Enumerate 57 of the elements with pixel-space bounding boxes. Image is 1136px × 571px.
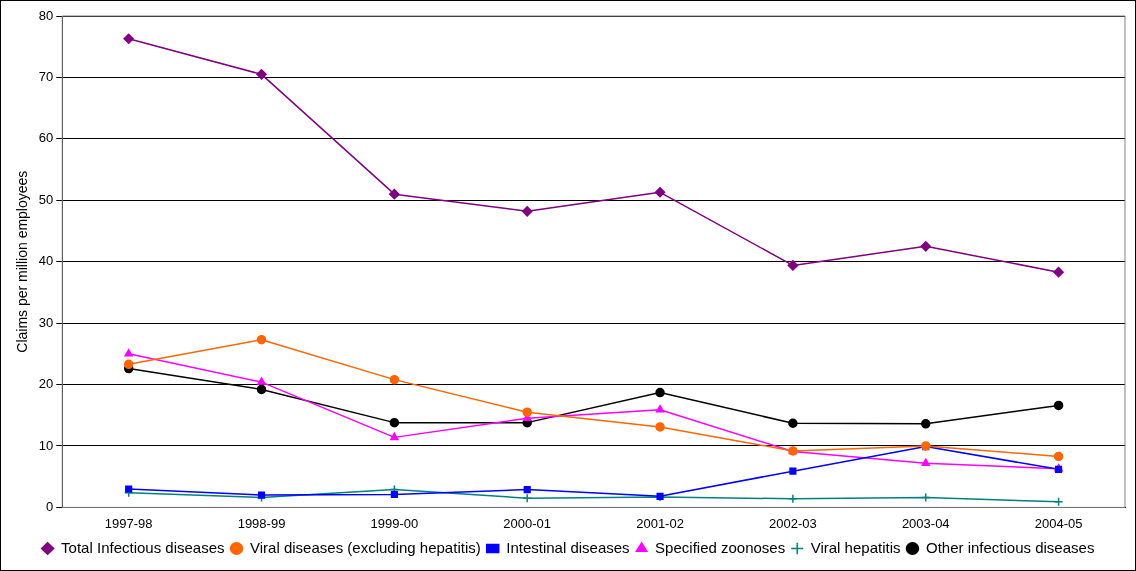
y-tick-label: 10 [38, 437, 54, 453]
point [389, 374, 400, 385]
y-tick-label: 0 [46, 498, 54, 514]
point [390, 490, 398, 499]
point [389, 188, 400, 200]
x-tick-label: 1998-99 [237, 515, 286, 531]
legend-label: Other infectious diseases [925, 538, 1095, 556]
point [789, 467, 797, 475]
y-tick-label: 50 [38, 191, 54, 207]
point [390, 432, 399, 441]
legend-label: Specified zoonoses [655, 538, 786, 556]
y-tick-label: 80 [38, 7, 54, 23]
x-tick-label: 2003-04 [901, 515, 950, 531]
point [920, 419, 931, 429]
y-tick-label: 30 [38, 314, 54, 330]
point [256, 384, 267, 395]
point [654, 187, 666, 198]
point [257, 491, 266, 499]
point [389, 417, 400, 428]
point [787, 260, 799, 271]
point [921, 458, 930, 466]
point [788, 494, 798, 504]
x-tick-label: 2004-05 [1034, 515, 1083, 531]
point [124, 349, 133, 357]
point [522, 493, 532, 503]
x-tick-label: 2002-03 [769, 515, 817, 531]
point [1053, 266, 1064, 278]
legend-label: Intestinal diseases [506, 538, 630, 556]
legend-label: Viral hepatitis [810, 538, 901, 556]
legend-label: Viral diseases (excluding hepatitis) [250, 538, 481, 556]
x-tick-label: 1999-00 [370, 515, 419, 531]
point [1053, 400, 1064, 411]
point [655, 387, 665, 398]
y-tick-label: 60 [38, 130, 54, 146]
point [788, 418, 798, 428]
legend-label: Total Infectious diseases [61, 538, 225, 556]
point [1053, 451, 1064, 462]
y-tick-label: 70 [38, 69, 54, 84]
point [1053, 497, 1064, 507]
y-tick-label: 40 [38, 253, 54, 269]
y-axis-title: Claims per million employees [14, 170, 31, 353]
point [123, 359, 134, 370]
point [655, 404, 665, 413]
point [521, 206, 533, 217]
point [522, 407, 532, 417]
y-tick-label: 20 [38, 376, 54, 392]
x-tick-label: 1997-98 [104, 515, 153, 531]
point [523, 486, 531, 494]
point [920, 241, 931, 252]
x-tick-label: 2000-01 [503, 515, 552, 531]
point [256, 334, 267, 345]
point [655, 422, 665, 432]
point [125, 485, 133, 493]
point [257, 377, 266, 385]
x-tick-label: 2001-02 [636, 515, 684, 531]
point [256, 69, 267, 80]
point [123, 33, 134, 44]
